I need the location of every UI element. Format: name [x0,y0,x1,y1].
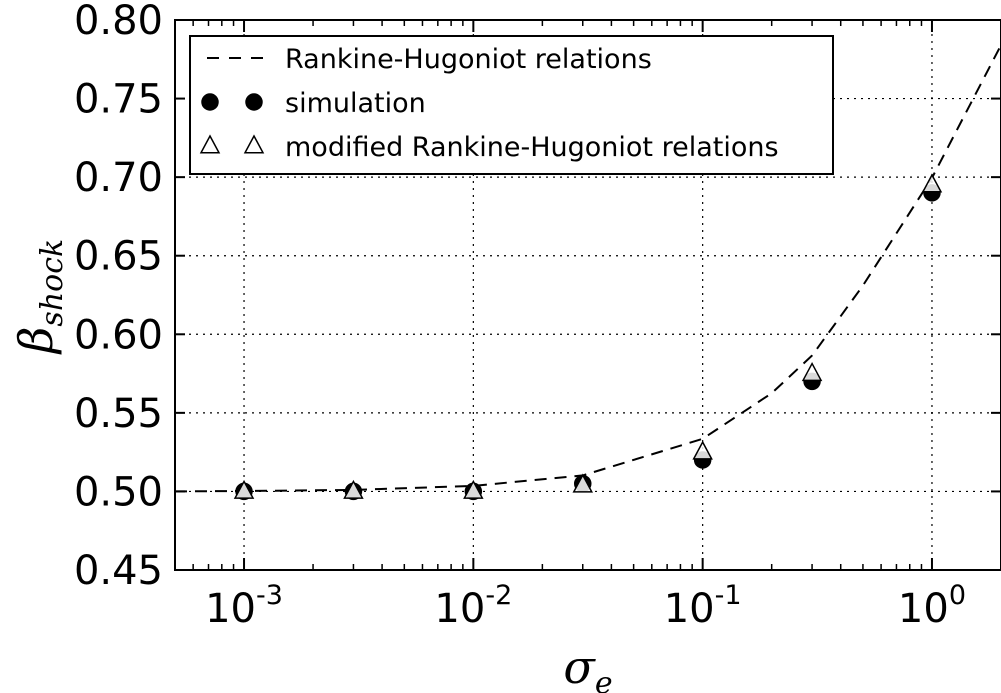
y-tick-label: 0.75 [74,77,163,123]
legend-label: simulation [285,88,426,119]
modified-rh-point [343,479,364,499]
legend-label: Rankine-Hugoniot relations [285,44,652,75]
legend-circle-swatch [201,93,219,111]
legend-entry: Rankine-Hugoniot relations [207,44,652,75]
legend-triangle-swatch [199,134,221,154]
x-tick-label: 10-1 [664,580,742,632]
axis-ticks [175,19,1001,571]
x-axis-label: σe [563,640,612,693]
series-lines [174,44,1001,493]
x-axis-label-base: σ [563,640,596,693]
y-tick-label: 0.70 [74,155,163,201]
plot-frame [174,19,1001,571]
y-tick-label: 0.65 [74,234,163,280]
modified-rh-point [233,479,255,499]
legend-entry: simulation [201,88,426,119]
y-tick-label: 0.50 [74,469,163,515]
x-tick-label: 10-3 [205,580,283,632]
tick-labels: 0.45 0.50 0.55 0.60 0.65 0.70 0.75 0.80 10-3 10-2… [74,0,966,632]
rankine-hugoniot-line [174,44,1001,493]
modified-rh-point [572,473,594,493]
y-axis-label-base: β [9,327,63,356]
y-axis-label: βshock [9,239,70,355]
legend: Rankine-Hugoniot relations simulation modi… [189,35,834,175]
legend-entry: modified Rankine-Hugoniot relations [199,132,779,163]
legend-triangle-swatch [243,134,265,154]
modified-rh-point [463,479,484,499]
legend-circle-swatch [245,93,263,111]
series-markers [233,173,943,501]
modified-rh-point [692,440,713,460]
x-tick-label: 100 [898,580,966,632]
legend-label: modified Rankine-Hugoniot relations [285,132,779,163]
y-tick-label: 0.80 [74,0,163,44]
y-tick-label: 0.60 [74,312,163,358]
x-axis-label-sub: e [595,666,613,693]
y-axis-label-sub: shock [35,239,70,327]
legend-box [189,35,834,175]
y-tick-label: 0.45 [74,548,163,594]
y-tick-label: 0.55 [74,391,163,437]
modified-rh-point [801,361,823,382]
legend-entries: Rankine-Hugoniot relations simulation modi… [199,44,779,163]
x-tick-label: 10-2 [434,580,512,632]
modified-rh-point [921,173,943,193]
